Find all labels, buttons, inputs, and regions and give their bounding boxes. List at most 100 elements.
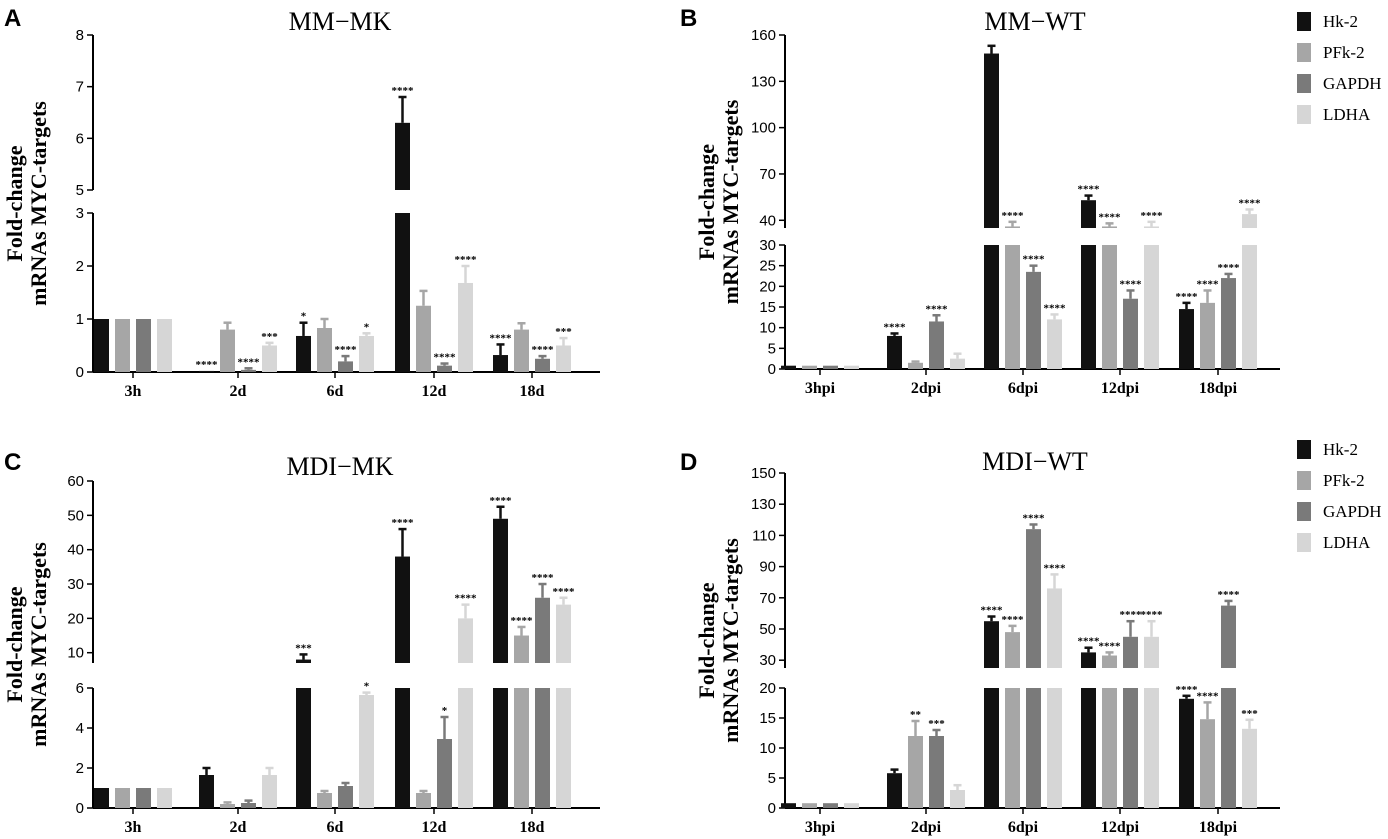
y-axis-label-line: mRNAs MYC-targets [718,538,743,743]
bar-Hk-2 [1179,309,1194,369]
significance-mark: **** [1044,302,1067,314]
x-tick-label: 6dpi [1008,819,1039,836]
bar-PFk-2 [220,804,235,808]
significance-mark: **** [926,303,949,315]
bar-PFk-2 [1102,655,1117,668]
bar-PFk-2 [317,328,332,372]
bar-LDHA [950,358,965,369]
bar-LDHA [262,345,277,372]
y-axis-label-line: Fold-change [2,586,27,702]
x-tick-label: 12dpi [1101,819,1140,836]
significance-mark: **** [1120,278,1143,290]
significance-mark: **** [392,85,415,97]
x-tick-label: 3hpi [805,380,836,397]
bar-LDHA [157,319,172,372]
bar-GAPDH [241,369,256,372]
chart-title: MDI−MK [286,452,393,481]
panel-letter: C [4,449,21,476]
bar-GAPDH [823,365,838,369]
significance-mark: **** [1023,512,1046,524]
y-tick-label: 0 [76,800,84,817]
significance-mark: **** [1099,640,1122,652]
panel-letter: A [4,5,21,32]
y-tick-label: 15 [759,710,776,727]
legend-label: GAPDH [1323,74,1382,93]
bar-Hk-2 [984,621,999,668]
y-tick-label: 5 [768,340,776,357]
y-tick-label: 40 [67,542,84,559]
significance-mark: **** [1239,197,1262,209]
x-tick-label: 2dpi [911,819,942,836]
bar-GAPDH [136,788,151,808]
significance-mark: **** [455,593,478,605]
x-tick-label: 2d [230,819,247,836]
y-axis-label: Fold-changemRNAs MYC-targets [2,101,51,306]
y-tick-label: 10 [759,320,776,337]
y-axis-label: Fold-changemRNAs MYC-targets [694,538,743,743]
bar-GAPDH [929,736,944,808]
x-tick-label: 18d [520,819,545,836]
legend-swatch-PFk-2 [1297,471,1311,490]
bar-Hk-2 [395,122,410,190]
bar-PFk-2 [802,803,817,808]
bar-GAPDH [1221,688,1236,808]
bar-GAPDH [338,361,353,372]
bar-PFk-2 [908,362,923,369]
significance-mark: **** [1099,211,1122,223]
bar-Hk-2 [1179,698,1194,808]
bar-GAPDH [1123,636,1138,668]
significance-mark: **** [1176,684,1199,696]
bar-LDHA [844,803,859,808]
y-tick-label: 4 [76,720,84,737]
y-tick-label: 70 [759,590,776,607]
bar-PFk-2 [1200,302,1215,369]
bar-Hk-2 [395,688,410,808]
panel-letter: B [680,5,697,32]
x-tick-label: 18dpi [1199,380,1238,397]
significance-mark: **** [1176,291,1199,303]
bar-PFk-2 [514,329,529,372]
bar-GAPDH [1026,529,1041,668]
significance-mark: *** [261,331,278,343]
x-tick-label: 3h [125,383,142,400]
bar-GAPDH [241,803,256,808]
significance-mark: **** [1141,210,1164,222]
bar-Hk-2 [984,688,999,808]
y-tick-label: 0 [768,361,776,378]
y-tick-label: 130 [751,73,776,90]
bar-GAPDH [1221,278,1236,369]
x-tick-label: 6d [327,819,344,836]
bar-PFk-2 [115,319,130,372]
significance-mark: **** [490,495,513,507]
bar-PFk-2 [1102,245,1117,369]
legend: Hk-2 PFk-2 GAPDH LDHA [1297,12,1382,124]
y-axis-label: Fold-changemRNAs MYC-targets [694,99,743,304]
significance-mark: **** [532,572,555,584]
bar-LDHA [157,788,172,808]
bar-LDHA [556,604,571,663]
bar-GAPDH [437,365,452,372]
bar-Hk-2 [781,803,796,808]
significance-mark: **** [392,517,415,529]
legend-swatch-PFk-2 [1297,43,1311,62]
bar-PFk-2 [220,329,235,372]
significance-mark: *** [295,642,312,654]
bar-Hk-2 [493,518,508,663]
bar-GAPDH [535,688,550,808]
significance-mark: **** [1218,589,1241,601]
y-tick-label: 30 [759,237,776,254]
significance-mark: **** [455,254,478,266]
bar-PFk-2 [1005,688,1020,808]
bar-Hk-2 [395,213,410,372]
chart-title: MM−WT [984,7,1085,36]
x-tick-label: 2dpi [911,380,942,397]
y-tick-label: 160 [751,27,776,44]
bar-LDHA [1242,214,1257,228]
bar-Hk-2 [94,319,109,372]
significance-mark: **** [1044,562,1067,574]
significance-mark: **** [335,344,358,356]
significance-mark: **** [553,586,576,598]
x-tick-label: 3hpi [805,819,836,836]
significance-mark: *** [928,718,945,730]
